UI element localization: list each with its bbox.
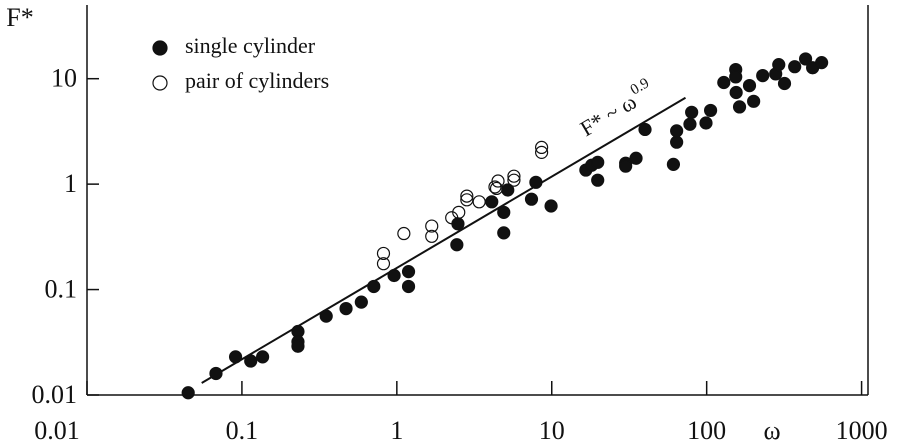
point: [670, 124, 684, 138]
point: [376, 246, 391, 261]
point: [397, 226, 411, 241]
point: [685, 105, 699, 119]
point: [209, 366, 223, 381]
point: [497, 226, 511, 240]
point: [777, 76, 792, 91]
point: [485, 195, 499, 209]
point: [291, 339, 305, 353]
point: [450, 238, 464, 252]
point: [488, 180, 502, 194]
point: [729, 70, 743, 84]
point: [798, 52, 813, 66]
point: [425, 229, 439, 243]
point: [742, 79, 757, 93]
point: [497, 205, 511, 219]
point: [339, 301, 353, 316]
x-tick-label: 0.01: [34, 416, 80, 445]
x-tick-label: 10: [539, 416, 565, 445]
point: [244, 354, 258, 368]
legend-label: pair of cylinders: [185, 68, 329, 93]
point: [717, 75, 731, 90]
point: [524, 192, 539, 206]
x-axis-label: ω: [763, 416, 780, 445]
point: [319, 309, 333, 323]
legend-marker: [152, 75, 168, 91]
point: [591, 155, 605, 169]
point: [387, 268, 401, 283]
point: [732, 100, 747, 114]
point: [788, 60, 802, 74]
point: [367, 279, 381, 294]
legend-marker: [152, 40, 168, 56]
point: [772, 58, 786, 72]
y-tick-label: 0.1: [45, 275, 78, 304]
point: [376, 257, 391, 271]
point: [228, 350, 243, 364]
point: [544, 199, 558, 213]
x-tick-label: 100: [687, 416, 726, 445]
point: [460, 193, 474, 207]
point: [489, 181, 504, 196]
point: [638, 122, 652, 137]
point: [747, 94, 761, 108]
point: [619, 159, 633, 173]
point: [452, 205, 466, 219]
point: [629, 151, 643, 165]
point: [472, 195, 486, 209]
point: [491, 174, 505, 188]
point: [256, 350, 270, 364]
point: [401, 279, 416, 294]
point: [666, 157, 681, 171]
point: [425, 219, 439, 233]
point: [354, 295, 368, 309]
point: [181, 386, 195, 400]
point: [535, 145, 549, 159]
point: [529, 175, 543, 189]
point: [815, 56, 829, 70]
point: [703, 103, 718, 118]
annotation: F* ~ ω: [576, 89, 641, 141]
x-tick-label: 0.1: [226, 416, 259, 445]
x-tick-label: 1000: [836, 416, 888, 445]
y-tick-label: 1: [64, 169, 77, 198]
point: [535, 140, 549, 155]
x-tick-label: 1: [390, 416, 403, 445]
legend-label: single cylinder: [185, 33, 316, 58]
point: [756, 68, 770, 83]
point: [460, 189, 474, 203]
point: [591, 173, 605, 187]
fit-line: [201, 96, 687, 384]
point: [401, 265, 416, 279]
point: [507, 173, 521, 187]
point: [699, 116, 713, 130]
point: [683, 117, 697, 131]
point: [670, 135, 684, 149]
point: [507, 169, 521, 183]
y-tick-label: 10: [51, 64, 77, 93]
y-tick-label: 0.01: [32, 380, 78, 409]
y-axis-label: F*: [6, 3, 33, 32]
point: [729, 85, 743, 100]
